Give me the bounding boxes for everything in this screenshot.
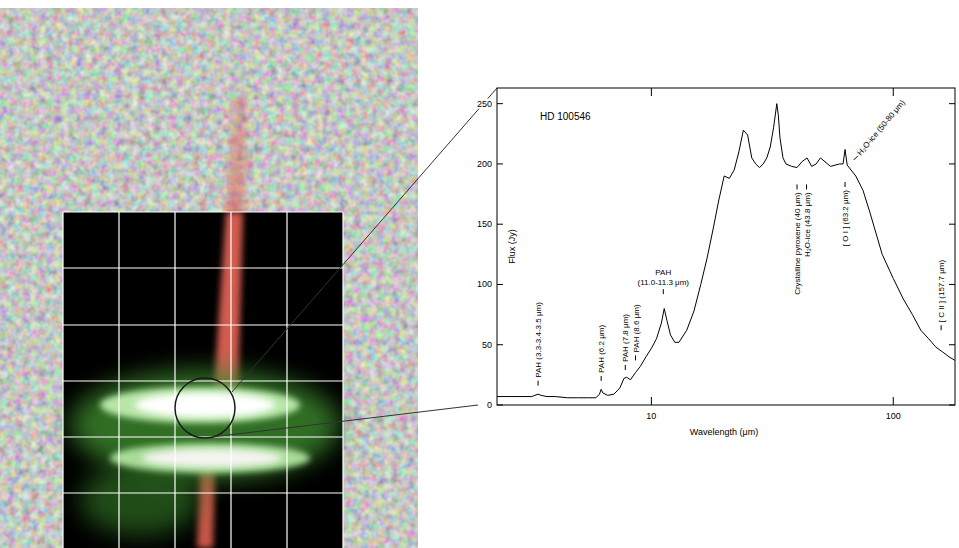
image-grid	[230, 212, 231, 548]
chart-title: HD 100546	[540, 111, 591, 122]
axes: 0 50 100 150 200 250 10 100	[476, 88, 955, 421]
label-ground	[486, 400, 493, 410]
y-tick	[949, 163, 955, 164]
x-tick	[893, 88, 894, 96]
annotation-tick	[806, 184, 807, 189]
y-tick	[949, 344, 955, 345]
disk-glow	[70, 370, 340, 480]
image-grid	[286, 212, 287, 548]
plot-frame	[497, 88, 955, 405]
y-tick	[497, 284, 503, 285]
inset	[63, 212, 343, 548]
jet	[214, 212, 243, 390]
y-tick	[949, 405, 955, 406]
disk	[100, 387, 300, 423]
annotation: PAH	[655, 268, 671, 277]
y-tick	[497, 103, 503, 104]
annotation-tick	[797, 184, 798, 189]
y-tick-label: 50	[482, 340, 492, 350]
label-ground	[476, 99, 493, 109]
image-ground	[0, 8, 418, 548]
y-tick-label: 0	[487, 400, 492, 410]
annotation: H₂O-ice (50-80 μm)	[855, 98, 907, 157]
label-ground	[476, 159, 493, 169]
y-tick	[497, 344, 503, 345]
annotation-tick	[538, 381, 539, 386]
annotation: (11.0-11.3 μm)	[638, 278, 690, 287]
y-tick	[949, 224, 955, 225]
disk-glow	[80, 465, 200, 535]
annotation: H₂O-ice (43.8 μm)	[803, 192, 812, 257]
annotations: PAH (3.3-3.4-3.5 μm) PAH (6.2 μm) PAH (7.8…	[534, 98, 946, 386]
y-tick-label: 200	[477, 159, 492, 169]
x-tick-label: 10	[646, 411, 656, 421]
image-grid	[63, 324, 343, 325]
y-tick	[497, 405, 503, 406]
y-tick	[949, 284, 955, 285]
image-grid	[63, 492, 343, 493]
image-grid	[62, 212, 63, 548]
figure: 0 50 100 150 200 250 10 100 Wavelength (μm) Flux …	[0, 0, 959, 548]
annotation: Crystalline pyroxene (40 μm)	[793, 192, 802, 295]
image-grid	[118, 212, 119, 548]
x-tick	[651, 88, 652, 96]
label-ground	[481, 340, 493, 350]
label-ground	[476, 219, 493, 229]
annotation-tick	[854, 156, 858, 160]
annotation: [ C II ] (157.7 μm)	[937, 260, 946, 323]
data-group	[497, 104, 955, 398]
zoom-circle	[175, 378, 235, 438]
image-grid	[63, 211, 343, 212]
label-ground	[476, 279, 493, 289]
spectrum-line	[497, 104, 955, 398]
annotation-tick	[663, 289, 664, 294]
annotation: [ O I ] (63.2 μm)	[841, 190, 850, 247]
image-grid	[174, 212, 175, 548]
annotation-tick	[845, 182, 846, 187]
y-tick	[497, 224, 503, 225]
plot-area	[497, 88, 955, 405]
disk	[110, 443, 310, 473]
y-tick	[949, 103, 955, 104]
x-tick-label: 100	[886, 411, 901, 421]
leader-line	[212, 405, 478, 437]
annotation: PAH (6.2 μm)	[597, 325, 606, 373]
x-axis-title: Wavelength (μm)	[690, 427, 758, 437]
annotation: PAH (3.3-3.4-3.5 μm)	[534, 302, 543, 378]
image-grid	[342, 212, 343, 548]
annotation-tick	[941, 325, 942, 330]
y-tick-label: 100	[477, 279, 492, 289]
disk	[142, 449, 282, 467]
x-tick	[893, 397, 894, 405]
y-axis-title: Flux (Jy)	[507, 229, 517, 264]
image-grid	[63, 267, 343, 268]
image-noise	[0, 8, 418, 548]
y-tick-label: 150	[477, 219, 492, 229]
disk	[135, 393, 275, 417]
annotation-tick	[625, 365, 626, 370]
annotation: PAH (7.8 μm)	[621, 314, 630, 362]
y-tick	[497, 163, 503, 164]
leader-line	[232, 88, 497, 392]
annotation-tick	[635, 355, 636, 360]
annotation: PAH (8.6 μm)	[632, 304, 641, 352]
image-grid	[63, 380, 343, 381]
y-tick-label: 250	[477, 99, 492, 109]
x-tick	[651, 397, 652, 405]
annotation-tick	[601, 376, 602, 381]
